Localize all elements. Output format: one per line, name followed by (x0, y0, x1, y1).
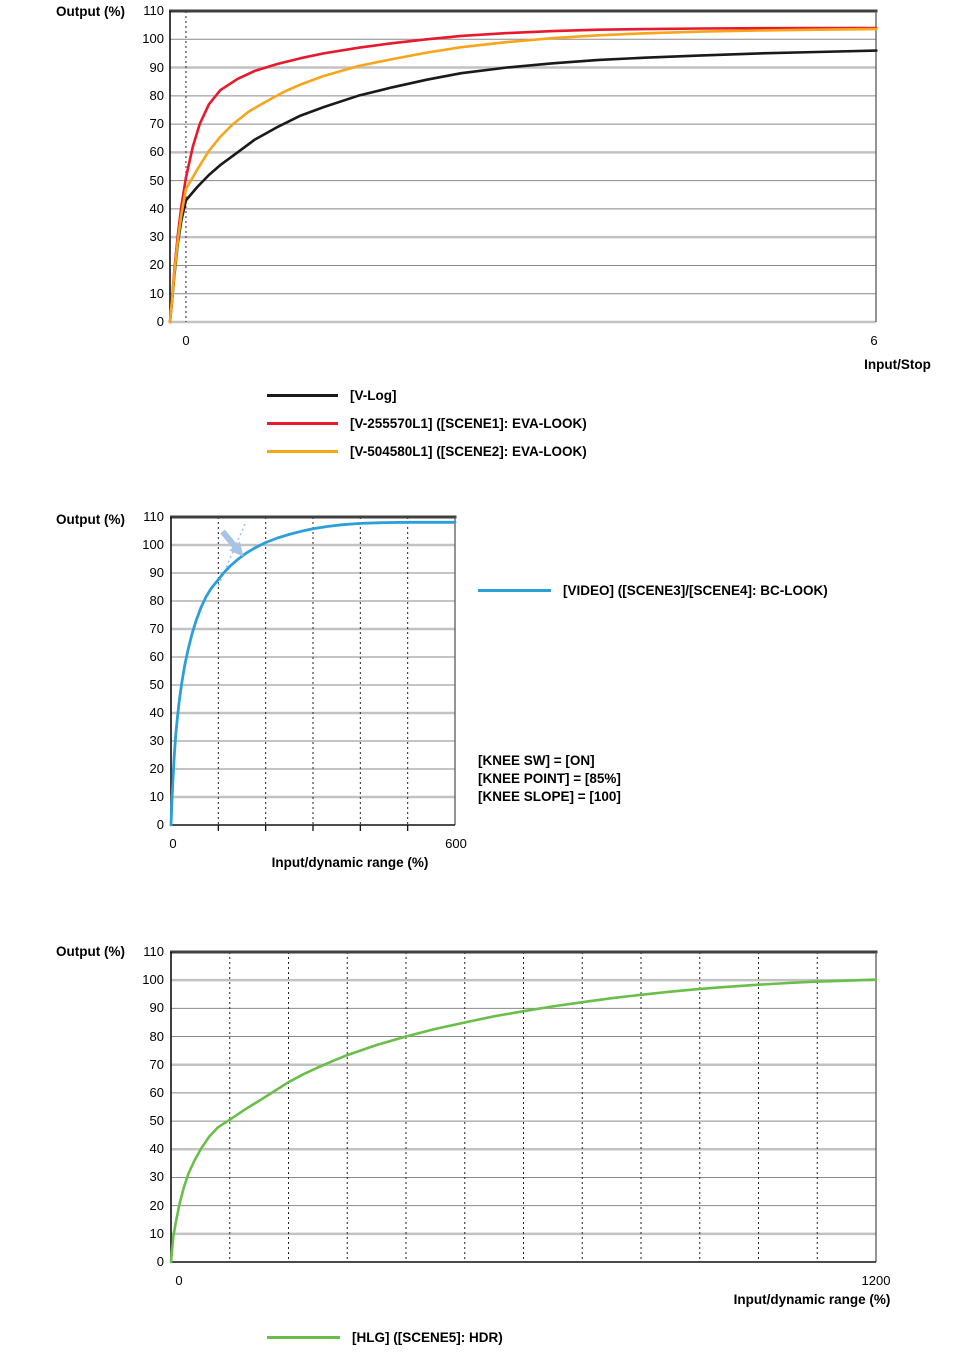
legend-line-v-255570l1 (267, 421, 338, 425)
chart2-legend: [VIDEO] ([SCENE3]/[SCENE4]: BC-LOOK) (478, 582, 828, 610)
legend-line-v-log (267, 393, 338, 397)
knee-sw-setting: [KNEE SW] = [ON] (478, 753, 595, 768)
chart3-legend: [HLG] ([SCENE5]: HDR) (267, 1329, 503, 1357)
legend-line-video (478, 588, 551, 592)
chart1-y-axis-title: Output (%) (56, 4, 125, 19)
chart3-y-axis-title: Output (%) (56, 944, 125, 959)
knee-point-setting: [KNEE POINT] = [85%] (478, 771, 621, 786)
legend-item-hlg: [HLG] ([SCENE5]: HDR) (267, 1329, 503, 1345)
legend-label-v-log: [V-Log] (350, 387, 397, 403)
legend-line-v-504580l1 (267, 449, 338, 453)
series-hlg (169, 978, 878, 1264)
legend-item-v-log: [V-Log] (267, 387, 587, 403)
knee-settings-text: [KNEE SW] = [ON] [KNEE POINT] = [85%] [K… (478, 752, 621, 806)
chart2-y-axis-title: Output (%) (56, 512, 125, 527)
series-v-255570l1 (168, 26, 878, 324)
series-v-log (168, 49, 878, 324)
chart3-x-axis-title: Input/dynamic range (%) (733, 1292, 891, 1307)
legend-item-v-255570l1: [V-255570L1] ([SCENE1]: EVA-LOOK) (267, 415, 587, 431)
series-video (169, 520, 457, 827)
knee-arrow (220, 529, 244, 557)
legend-label-v-255570l1: [V-255570L1] ([SCENE1]: EVA-LOOK) (350, 415, 587, 431)
legend-item-v-504580l1: [V-504580L1] ([SCENE2]: EVA-LOOK) (267, 443, 587, 459)
chart1-x-axis-title: Input/Stop (864, 357, 931, 372)
legend-label-v-504580l1: [V-504580L1] ([SCENE2]: EVA-LOOK) (350, 443, 587, 459)
chart2-x-axis-title: Input/dynamic range (%) (271, 855, 429, 870)
legend-label-video: [VIDEO] ([SCENE3]/[SCENE4]: BC-LOOK) (563, 582, 828, 598)
chart1-legend: [V-Log] [V-255570L1] ([SCENE1]: EVA-LOOK… (267, 387, 587, 471)
legend-item-video: [VIDEO] ([SCENE3]/[SCENE4]: BC-LOOK) (478, 582, 828, 598)
legend-label-hlg: [HLG] ([SCENE5]: HDR) (352, 1329, 503, 1345)
knee-slope-setting: [KNEE SLOPE] = [100] (478, 789, 621, 804)
legend-line-hlg (267, 1335, 340, 1339)
series-v-504580l1 (168, 27, 878, 324)
